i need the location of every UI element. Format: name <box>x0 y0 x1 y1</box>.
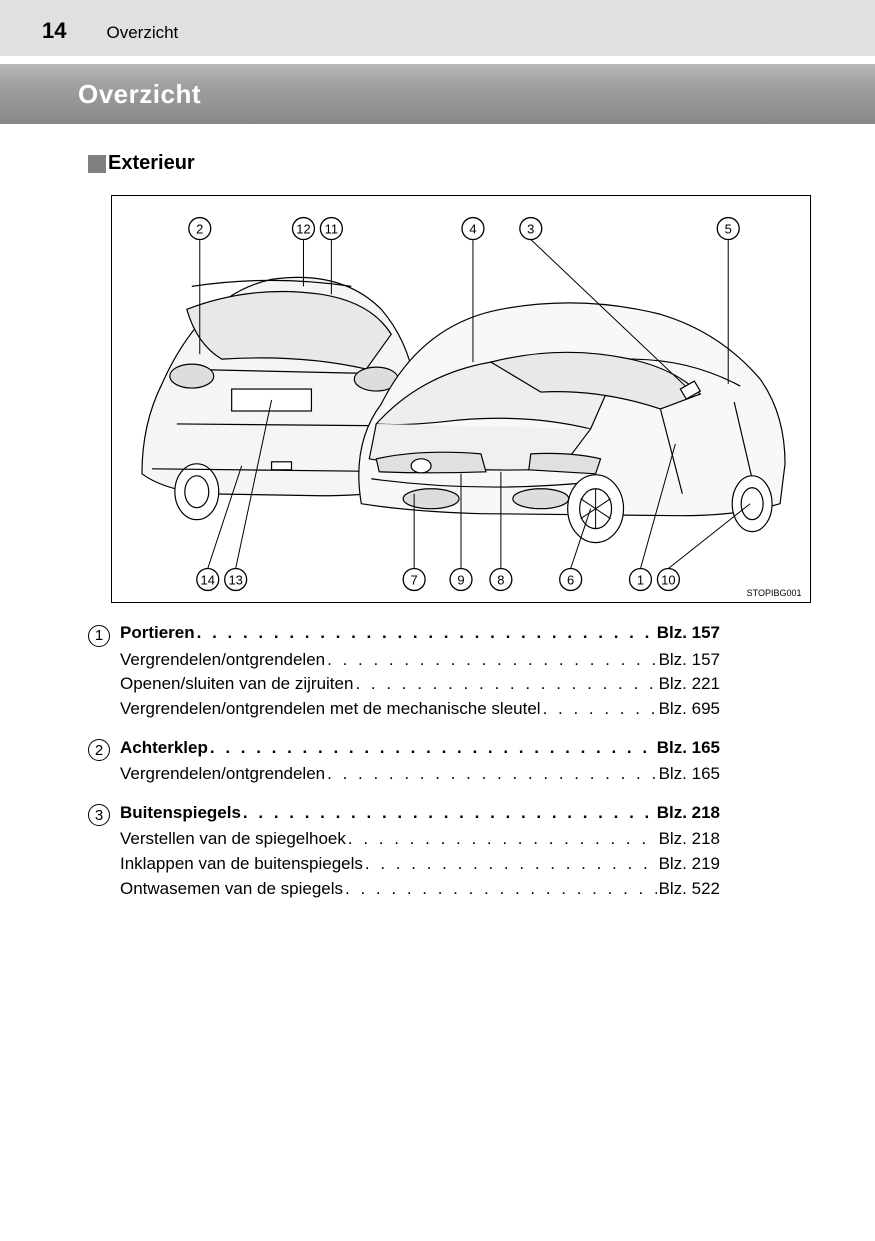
dot-leader <box>210 736 655 761</box>
entry-number-icon: 1 <box>88 625 110 647</box>
dot-leader <box>327 648 656 673</box>
car-illustration: 2 12 11 4 3 5 14 13 7 9 8 6 1 10 <box>122 214 800 594</box>
callout-circle: 11 <box>320 218 342 240</box>
car-diagram: 2 12 11 4 3 5 14 13 7 9 8 6 1 10 STOPIBG001 <box>111 195 811 603</box>
entry-sub-label: Vergrendelen/ontgrendelen <box>120 648 325 673</box>
svg-text:1: 1 <box>636 572 643 587</box>
entry-sub-page-ref: Blz. 221 <box>659 672 720 697</box>
callout-circle: 14 <box>196 569 218 591</box>
entry-sub-line: Ontwasemen van de spiegels Blz. 522 <box>120 877 720 902</box>
callout-circle: 7 <box>403 569 425 591</box>
entry-sub-page-ref: Blz. 165 <box>659 762 720 787</box>
diagram-ref-code: STOPIBG001 <box>747 588 802 598</box>
section-header: Exterieur <box>88 152 833 175</box>
entry-title-line: Portieren Blz. 157 <box>120 621 720 646</box>
callout-circle: 13 <box>224 569 246 591</box>
entry-header: 1 Portieren Blz. 157 <box>88 621 785 646</box>
entry-title: Portieren <box>120 621 195 646</box>
entry-page-ref: Blz. 157 <box>657 621 720 646</box>
header-title: Overzicht <box>106 23 178 43</box>
dot-leader <box>327 762 656 787</box>
svg-text:9: 9 <box>457 572 464 587</box>
entry-sub-line: Inklappen van de buitenspiegels Blz. 219 <box>120 852 720 877</box>
dot-leader <box>365 852 657 877</box>
content-area: Exterieur <box>0 124 875 901</box>
entry-title: Achterklep <box>120 736 208 761</box>
entry-header: 3 Buitenspiegels Blz. 218 <box>88 801 785 826</box>
entry-title-line: Achterklep Blz. 165 <box>120 736 720 761</box>
svg-text:10: 10 <box>661 572 675 587</box>
entry-sub-label: Ontwasemen van de spiegels <box>120 877 343 902</box>
entry-sub-label: Vergrendelen/ontgrendelen <box>120 762 325 787</box>
square-marker-icon <box>88 155 106 173</box>
entry-sub-line: Openen/sluiten van de zijruiten Blz. 221 <box>120 672 720 697</box>
svg-text:11: 11 <box>324 222 337 237</box>
entry-sub-label: Verstellen van de spiegelhoek <box>120 827 346 852</box>
svg-text:14: 14 <box>200 572 214 587</box>
dot-leader <box>197 621 655 646</box>
callout-circle: 9 <box>450 569 472 591</box>
entry-sub-page-ref: Blz. 219 <box>659 852 720 877</box>
dot-leader <box>345 877 657 902</box>
entry-sub-page-ref: Blz. 522 <box>659 877 720 902</box>
entry-sub-label: Openen/sluiten van de zijruiten <box>120 672 353 697</box>
svg-text:5: 5 <box>724 222 731 237</box>
title-block: Overzicht <box>0 64 875 124</box>
callout-circle: 3 <box>519 218 541 240</box>
svg-text:6: 6 <box>567 572 574 587</box>
entry: 2AchterklepBlz. 165Vergrendelen/ontgrend… <box>88 736 785 787</box>
svg-text:2: 2 <box>196 222 203 237</box>
entry-number-icon: 3 <box>88 804 110 826</box>
entry-sub-line: Vergrendelen/ontgrendelen Blz. 157 <box>120 648 720 673</box>
callout-circle: 6 <box>559 569 581 591</box>
entry-page-ref: Blz. 165 <box>657 736 720 761</box>
section-title: Exterieur <box>108 152 195 175</box>
entry-sub-line: Verstellen van de spiegelhoek Blz. 218 <box>120 827 720 852</box>
entry-title: Buitenspiegels <box>120 801 241 826</box>
entry-sub-label: Vergrendelen/ontgrendelen met de mechani… <box>120 697 541 722</box>
dot-leader <box>348 827 657 852</box>
callout-circle: 1 <box>629 569 651 591</box>
dot-leader <box>543 697 657 722</box>
entry-page-ref: Blz. 218 <box>657 801 720 826</box>
svg-text:12: 12 <box>296 222 310 237</box>
svg-text:4: 4 <box>469 222 476 237</box>
svg-text:7: 7 <box>410 572 417 587</box>
callout-circle: 2 <box>188 218 210 240</box>
page-header: 14 Overzicht <box>0 0 875 56</box>
callout-circle: 12 <box>292 218 314 240</box>
entry-sub-line: Vergrendelen/ontgrendelen met de mechani… <box>120 697 720 722</box>
entry-number-icon: 2 <box>88 739 110 761</box>
callout-circle: 10 <box>657 569 679 591</box>
dot-leader <box>243 801 655 826</box>
entry-sub-line: Vergrendelen/ontgrendelen Blz. 165 <box>120 762 720 787</box>
entry: 3BuitenspiegelsBlz. 218Verstellen van de… <box>88 801 785 902</box>
svg-text:13: 13 <box>228 572 242 587</box>
entry-sub-page-ref: Blz. 157 <box>659 648 720 673</box>
callout-circle: 8 <box>489 569 511 591</box>
dot-leader <box>355 672 656 697</box>
entry: 1PortierenBlz. 157Vergrendelen/ontgrende… <box>88 621 785 722</box>
entry-header: 2 Achterklep Blz. 165 <box>88 736 785 761</box>
entry-sub-page-ref: Blz. 695 <box>659 697 720 722</box>
page-number: 14 <box>42 18 66 44</box>
callout-circle: 5 <box>717 218 739 240</box>
entry-sub-label: Inklappen van de buitenspiegels <box>120 852 363 877</box>
title-text: Overzicht <box>78 79 201 110</box>
entry-list: 1PortierenBlz. 157Vergrendelen/ontgrende… <box>88 621 833 901</box>
callout-circle: 4 <box>461 218 483 240</box>
svg-text:8: 8 <box>497 572 504 587</box>
entry-title-line: Buitenspiegels Blz. 218 <box>120 801 720 826</box>
svg-text:3: 3 <box>527 222 534 237</box>
entry-sub-page-ref: Blz. 218 <box>659 827 720 852</box>
